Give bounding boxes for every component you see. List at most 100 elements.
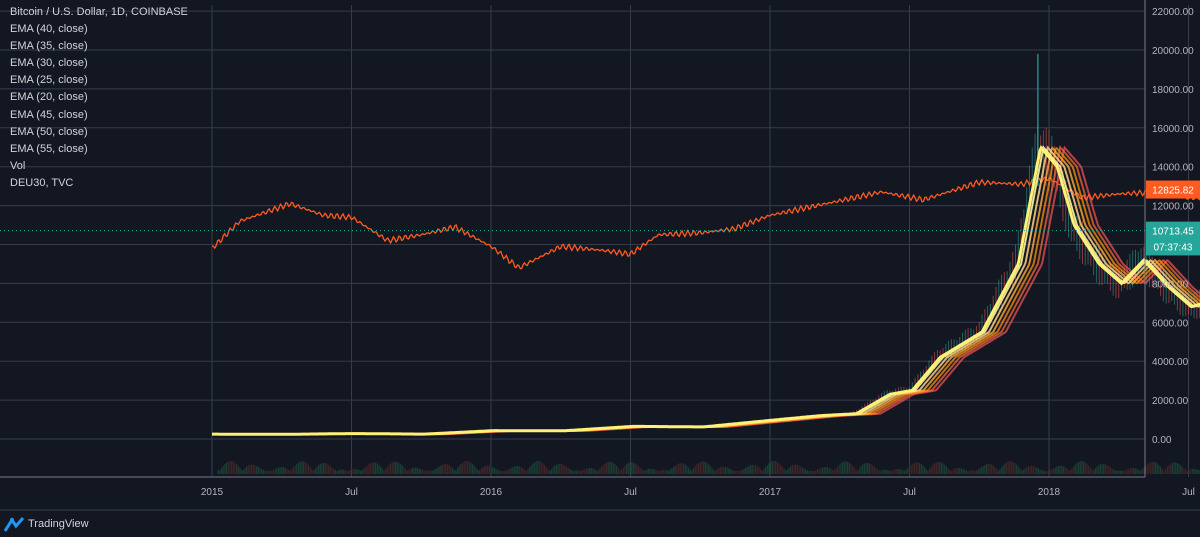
volume-bar	[656, 470, 658, 474]
volume-bar	[888, 470, 891, 474]
volume-bar	[808, 470, 810, 474]
volume-bar	[632, 462, 634, 474]
volume-bar	[605, 462, 608, 474]
series-layer	[0, 53, 1200, 436]
volume-bar	[286, 468, 288, 474]
volume-bar	[455, 470, 457, 474]
legend-indicator[interactable]: EMA (30, close)	[10, 57, 88, 70]
volume-bar	[465, 461, 467, 474]
y-tick-label: 6000.00	[1152, 318, 1189, 329]
y-tick-label: 12000.00	[1152, 202, 1194, 213]
legend-indicator[interactable]: EMA (40, close)	[10, 23, 88, 36]
volume-bar	[679, 463, 681, 474]
volume-bar	[681, 463, 683, 474]
volume-bar	[545, 466, 547, 474]
legend-indicator[interactable]: EMA (35, close)	[10, 40, 88, 53]
volume-bar	[1185, 469, 1187, 474]
volume-bar	[781, 466, 783, 474]
volume-bar	[639, 467, 641, 474]
volume-bar	[232, 461, 234, 474]
volume-bar	[820, 467, 822, 474]
legend-indicator[interactable]: DEU30, TVC	[10, 176, 74, 189]
volume-bar	[513, 466, 516, 474]
volume-bar	[739, 470, 742, 474]
volume-bar	[1144, 465, 1147, 474]
volume-bar	[929, 468, 931, 474]
volume-bar	[1041, 470, 1043, 474]
volume-bar	[344, 470, 347, 474]
volume-bar	[1158, 464, 1160, 474]
volume-bar	[1103, 463, 1105, 474]
volume-bar	[287, 469, 290, 474]
volume-bar	[1155, 462, 1157, 474]
volume-bar	[845, 461, 847, 474]
volume-bar	[649, 468, 651, 474]
volume-bar	[241, 469, 243, 474]
legend-indicator[interactable]: EMA (25, close)	[10, 74, 88, 87]
volume-bar	[503, 470, 506, 474]
tradingview-logo[interactable]: TradingView	[4, 514, 89, 534]
volume-bar	[857, 469, 859, 474]
volume-bar	[867, 463, 869, 474]
legend-indicator[interactable]: EMA (50, close)	[10, 125, 88, 138]
x-tick-label: Jul	[903, 487, 916, 498]
volume-bar	[749, 465, 752, 474]
volume-bar	[341, 469, 343, 474]
volume-bar	[1083, 461, 1085, 474]
volume-bar	[296, 463, 298, 474]
volume-bar	[805, 469, 807, 474]
volume-bar	[853, 467, 855, 474]
volume-bar	[597, 469, 599, 474]
legend-title[interactable]: Bitcoin / U.S. Dollar, 1D, COINBASE	[10, 6, 188, 18]
volume-bar	[450, 466, 452, 474]
volume-bar	[763, 469, 765, 474]
volume-bar	[572, 470, 574, 474]
volume-bar	[674, 465, 676, 474]
volume-bar	[533, 462, 536, 474]
volume-bar	[1173, 462, 1175, 474]
legend-indicator[interactable]: EMA (55, close)	[10, 142, 88, 155]
volume-bar	[939, 461, 941, 474]
volume-bar	[537, 461, 539, 474]
volume-bar	[1096, 466, 1098, 474]
volume-bar	[552, 467, 554, 474]
volume-bar	[515, 466, 517, 474]
volume-bar	[955, 468, 958, 474]
volume-bar	[502, 470, 504, 474]
volume-bar	[256, 466, 258, 474]
volume-bar	[277, 467, 280, 474]
volume-bar	[525, 470, 527, 474]
volume-bar	[478, 470, 480, 474]
volume-bar	[391, 462, 393, 474]
volume-bar	[1074, 464, 1076, 474]
volume-bar	[1165, 468, 1167, 474]
volume-bar	[1181, 466, 1184, 474]
volume-bar	[1098, 465, 1100, 474]
volume-bar	[870, 464, 872, 474]
volume-bar	[703, 461, 705, 474]
legend-indicator[interactable]: EMA (20, close)	[10, 91, 88, 104]
volume-bar	[1126, 469, 1128, 474]
volume-bar	[1046, 470, 1048, 474]
volume-bar	[801, 467, 804, 474]
legend-indicator[interactable]: Vol	[10, 159, 26, 172]
volume-bar	[1014, 463, 1016, 474]
volume-bar	[1133, 467, 1135, 474]
volume-bar	[264, 470, 266, 474]
legend-indicator[interactable]: EMA (45, close)	[10, 108, 88, 121]
volume-bar	[379, 466, 382, 474]
volume-bar	[771, 461, 773, 474]
volume-bar	[406, 470, 408, 474]
volume-bar	[323, 462, 325, 474]
volume-bar	[334, 469, 336, 474]
volume-bar	[610, 462, 613, 474]
volume-bar	[945, 466, 947, 474]
volume-bar	[1171, 462, 1173, 474]
volume-bar	[999, 469, 1001, 474]
volume-bar	[604, 463, 606, 474]
volume-bar	[418, 468, 420, 474]
volume-bar	[721, 466, 723, 474]
ema-ribbon-line	[212, 145, 1200, 436]
volume-bar	[567, 467, 569, 474]
